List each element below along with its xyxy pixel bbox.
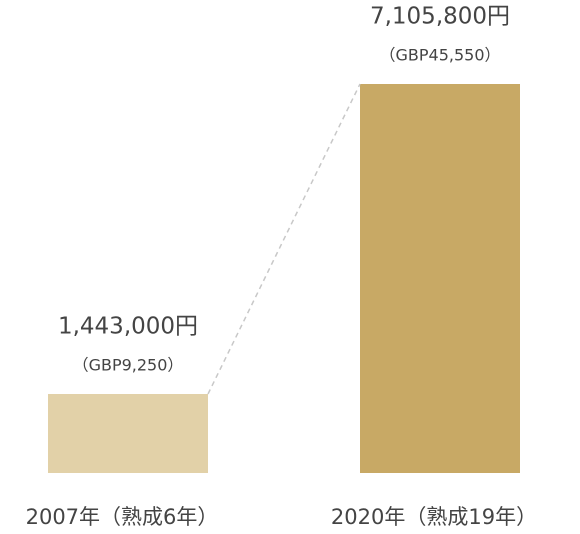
category-label: 2020年（熟成19年） [331, 505, 537, 529]
category-label: 2007年（熟成6年） [26, 505, 219, 529]
connector-line [207, 83, 361, 395]
secondary-label: （GBP45,550） [379, 46, 500, 65]
bar [360, 84, 520, 473]
value-label: 7,105,800円 [370, 4, 510, 30]
bar [48, 394, 208, 473]
value-label: 1,443,000円 [58, 314, 198, 340]
secondary-label: （GBP9,250） [73, 356, 184, 375]
